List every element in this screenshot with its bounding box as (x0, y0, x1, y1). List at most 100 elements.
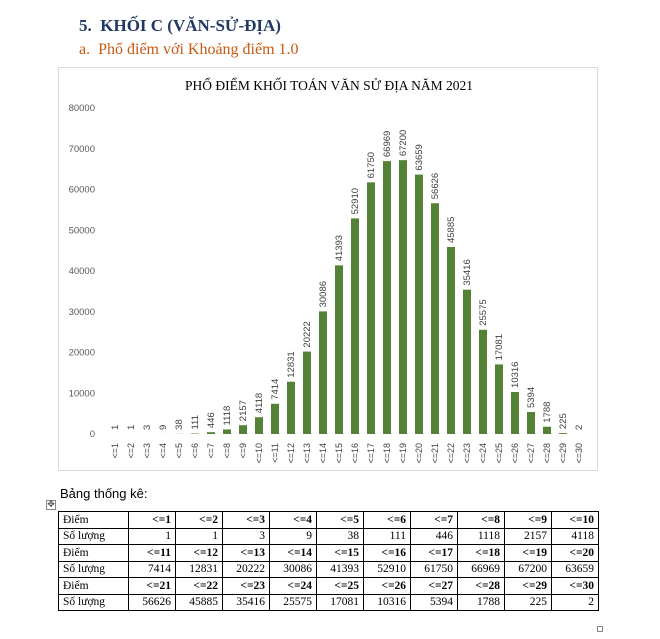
score-header-row: Điểm <=11 <=12 <=13 <=14 <=15 <=16 <=17 <=18 <=19… (58, 544, 599, 562)
data-label: 35416 (462, 259, 473, 285)
x-tick-label: <=18 (382, 443, 392, 464)
chart-frame[interactable]: PHỔ ĐIỂM KHỐI TOÁN VĂN SỬ ĐỊA NĂM 2021 0 1… (58, 67, 598, 471)
table-cell: <=6 (363, 511, 411, 529)
table-cell: 67200 (504, 560, 552, 578)
table-cell: <=2 (175, 511, 223, 529)
table-cell: <=17 (410, 544, 458, 562)
x-tick-label: <=21 (430, 443, 440, 464)
data-label: 17081 (494, 334, 505, 360)
data-label: 1 (126, 425, 137, 430)
table-cell: 9 (269, 527, 317, 545)
data-label: 111 (190, 415, 201, 429)
bar (271, 403, 279, 434)
bar (367, 182, 375, 434)
table-cell: 66969 (457, 560, 505, 578)
count-row: Số lượng 56626 45885 35416 25575 17081 10316 53… (58, 593, 599, 611)
bar (431, 203, 439, 434)
row-label-cell: Điểm (58, 544, 129, 562)
data-label: 30086 (318, 281, 329, 307)
table-cell: 38 (316, 527, 364, 545)
x-tick-label: <=26 (510, 443, 520, 464)
table-cell: 2157 (504, 527, 552, 545)
data-label: 61750 (366, 152, 377, 178)
x-tick-label: <=19 (398, 443, 408, 464)
score-header-row: Điểm <=1 <=2 <=3 <=4 <=5 <=6 <=7 <=8 <=9 <=10 (58, 511, 599, 529)
table-cell: <=22 (175, 577, 223, 595)
table-cell: <=12 (175, 544, 223, 562)
table-cell: 56626 (128, 593, 176, 611)
table-cell: 20222 (222, 560, 270, 578)
table-resize-handle[interactable] (597, 626, 603, 632)
table-cell: <=18 (457, 544, 505, 562)
table-cell: <=27 (410, 577, 458, 595)
bar (399, 160, 407, 434)
x-tick-label: <=20 (414, 443, 424, 464)
count-row: Số lượng 1 1 3 9 38 111 446 1118 2157 4118 (58, 527, 599, 545)
x-tick-label: <=30 (574, 443, 584, 464)
table-cell: 45885 (175, 593, 223, 611)
data-label: 41393 (334, 235, 345, 261)
x-tick-label: <=10 (254, 443, 264, 464)
data-label: 66969 (382, 131, 393, 157)
bar (479, 329, 487, 434)
bar (383, 161, 391, 434)
x-tick-label: <=6 (190, 443, 200, 459)
table-cell: <=24 (269, 577, 317, 595)
y-tick-label: 30000 (69, 307, 95, 318)
table-cell: <=7 (410, 511, 458, 529)
table-cell: 1118 (457, 527, 505, 545)
x-tick-label: <=12 (286, 443, 296, 464)
data-label: 7414 (270, 379, 281, 400)
row-label-cell: Điểm (58, 511, 129, 529)
table-cell: <=15 (316, 544, 364, 562)
table-cell: 5394 (410, 593, 458, 611)
y-tick-label: 80000 (69, 103, 95, 114)
table-cell: <=1 (128, 511, 176, 529)
table-cell: <=20 (551, 544, 599, 562)
x-tick-label: <=25 (494, 443, 504, 464)
data-label: 52910 (350, 188, 361, 214)
count-row: Số lượng 7414 12831 20222 30086 41393 52910 617… (58, 560, 599, 578)
table-cell: <=3 (222, 511, 270, 529)
x-tick-label: <=23 (462, 443, 472, 464)
x-tick-label: <=1 (110, 443, 120, 459)
data-label: 4118 (254, 393, 265, 413)
table-move-handle-icon[interactable]: ✥ (46, 500, 56, 510)
table-cell: 30086 (269, 560, 317, 578)
table-cell: <=25 (316, 577, 364, 595)
x-tick-label: <=17 (366, 443, 376, 464)
chart-title: PHỔ ĐIỂM KHỐI TOÁN VĂN SỬ ĐỊA NĂM 2021 (185, 78, 473, 93)
x-tick-label: <=2 (126, 443, 136, 459)
table-cell: 10316 (363, 593, 411, 611)
table-cell: 3 (222, 527, 270, 545)
x-tick-label: <=28 (542, 443, 552, 464)
table-cell: <=29 (504, 577, 552, 595)
table-cell: 1 (175, 527, 223, 545)
y-tick-label: 10000 (69, 388, 95, 399)
bar (559, 433, 567, 434)
data-label: 9 (158, 425, 169, 430)
table-cell: 25575 (269, 593, 317, 611)
table-cell: 225 (504, 593, 552, 611)
table-cell: <=10 (551, 511, 599, 529)
row-label-cell: Số lượng (58, 560, 129, 578)
table-cell: <=16 (363, 544, 411, 562)
table-cell: 1 (128, 527, 176, 545)
x-tick-label: <=9 (238, 443, 248, 459)
stats-label: Bảng thống kê: (60, 486, 148, 501)
bar (543, 426, 551, 434)
table-cell: <=4 (269, 511, 317, 529)
x-tick-label: <=16 (350, 443, 360, 464)
bar (335, 265, 343, 434)
table-cell: 4118 (551, 527, 599, 545)
data-label: 56626 (430, 173, 441, 199)
table-cell: 1788 (457, 593, 505, 611)
x-tick-label: <=27 (526, 443, 536, 464)
section-heading: 5. KHỐI C (VĂN-SỬ-ĐỊA) (79, 16, 281, 35)
data-label: 2157 (238, 400, 249, 421)
table-cell: 41393 (316, 560, 364, 578)
bar (511, 391, 519, 434)
x-tick-label: <=8 (222, 443, 232, 459)
data-label: 20222 (302, 321, 313, 347)
table-cell: <=5 (316, 511, 364, 529)
